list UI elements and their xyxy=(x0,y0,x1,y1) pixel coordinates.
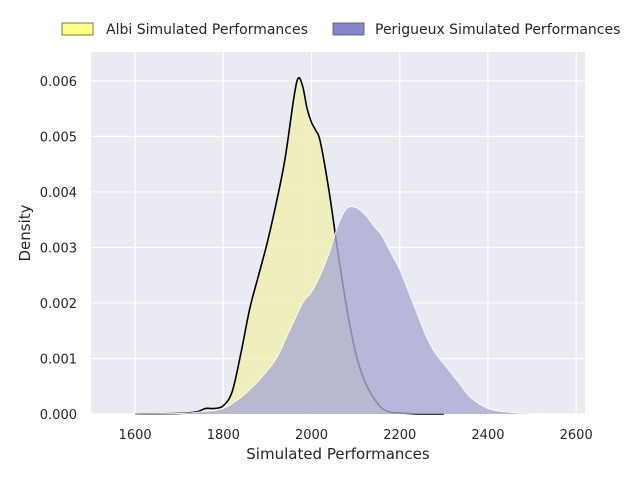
axis-ticks: 1600 1800 2000 2200 2400 2600 0.000 0.001 0.002 0… xyxy=(40,75,593,443)
y-tick-label: 0.002 xyxy=(40,297,77,312)
x-tick-label: 1600 xyxy=(119,428,152,443)
x-tick-label: 1800 xyxy=(207,428,240,443)
x-tick-label: 2400 xyxy=(471,428,504,443)
legend: Albi Simulated Performances Perigueux Sim… xyxy=(61,22,620,38)
y-tick-label: 0.001 xyxy=(40,352,77,367)
density-area-1 xyxy=(117,206,559,414)
density-areas xyxy=(117,76,559,415)
legend-label-0: Albi Simulated Performances xyxy=(106,22,308,38)
y-tick-label: 0.005 xyxy=(40,130,77,145)
x-tick-label: 2600 xyxy=(560,428,593,443)
y-tick-label: 0.003 xyxy=(40,241,77,256)
legend-label-1: Perigueux Simulated Performances xyxy=(375,22,620,38)
x-tick-label: 2000 xyxy=(295,428,328,443)
y-tick-label: 0.004 xyxy=(40,186,77,201)
density-area-0 xyxy=(135,77,444,414)
y-axis-label: Density xyxy=(16,204,34,261)
x-tick-label: 2200 xyxy=(383,428,416,443)
x-axis-label: Simulated Performances xyxy=(246,445,430,463)
y-tick-label: 0.000 xyxy=(40,408,77,423)
legend-swatch-0 xyxy=(61,22,94,36)
legend-swatch-1 xyxy=(332,22,365,36)
density-line-1 xyxy=(117,206,559,415)
y-tick-label: 0.006 xyxy=(40,75,77,90)
